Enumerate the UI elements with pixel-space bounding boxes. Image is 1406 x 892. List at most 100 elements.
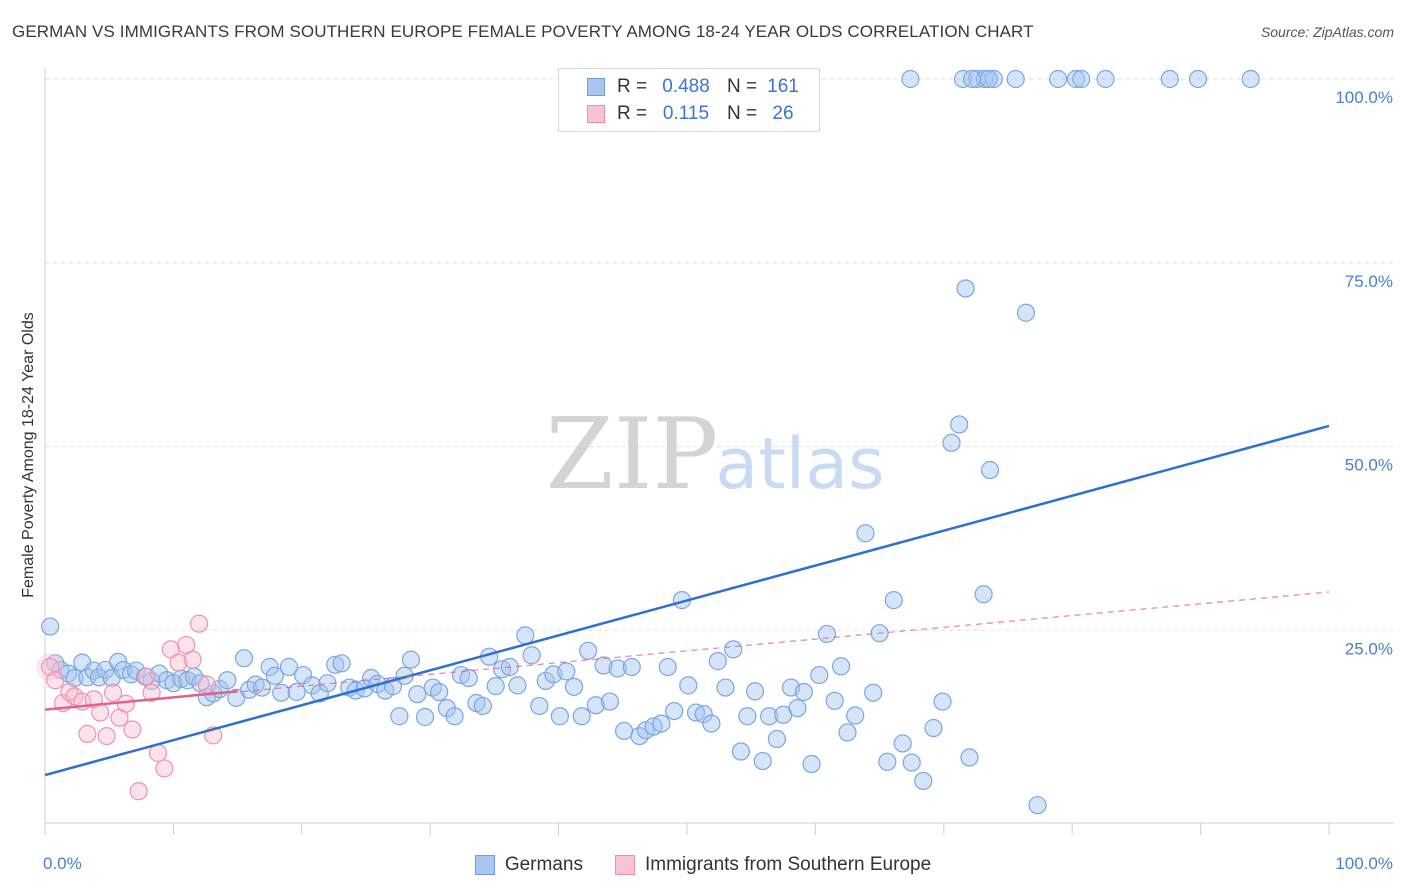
germans-point (265, 666, 284, 685)
legend-swatch-germans (587, 78, 605, 96)
legend-r-label: R = (617, 103, 648, 124)
immigrants-point (103, 683, 123, 702)
legend-row-germans: R = 0.488 N = 161 (587, 74, 803, 100)
immigrants-point (78, 724, 97, 743)
germans-point (738, 707, 757, 726)
watermark-atlas: atlas (715, 423, 884, 505)
germans-point (430, 682, 449, 702)
y-axis-label: Female Poverty Among 18-24 Year Olds (20, 312, 37, 598)
germans-point (1241, 69, 1260, 89)
germans-point (564, 677, 584, 696)
immigrants-point (46, 671, 65, 690)
legend-row-immigrants: R = 0.115 N = 26 (587, 101, 803, 127)
germans-point (924, 718, 943, 738)
immigrants-points (36, 614, 223, 801)
germans-point (287, 682, 306, 702)
germans-point (1188, 69, 1208, 89)
germans-point (817, 624, 837, 644)
legend-swatch-immigrants (614, 855, 635, 875)
germans-point (1016, 303, 1036, 322)
series-legend: Germans Immigrants from Southern Europe (0, 852, 1406, 878)
immigrants-trend-line (44, 690, 238, 711)
immigrants-trend-dashed (44, 591, 1330, 711)
germans-point (234, 649, 254, 668)
germans-point (318, 674, 337, 693)
immigrants-point (116, 694, 135, 713)
immigrants-point-large (36, 653, 65, 681)
germans-point (41, 617, 60, 636)
legend-swatch-immigrants (587, 105, 605, 123)
germans-point (652, 714, 671, 733)
germans-point (980, 460, 1000, 480)
germans-point (731, 742, 751, 761)
immigrants-point (183, 650, 202, 669)
germans-point (794, 682, 813, 702)
immigrants-point (97, 726, 116, 746)
germans-point (1096, 69, 1115, 89)
germans-point (530, 696, 549, 716)
germans-point (708, 652, 727, 671)
germans-point (716, 678, 735, 697)
y-tick-label: 50.0% (1345, 456, 1393, 475)
immigrants-point (169, 653, 188, 672)
trend-lines (44, 424, 1330, 777)
germans-point (984, 69, 1003, 89)
y-tick-label: 100.0% (1335, 88, 1393, 107)
axes (44, 68, 1394, 835)
germans-point (622, 657, 641, 677)
germans-point (89, 668, 109, 687)
germans-point (753, 751, 772, 771)
germans-point (679, 676, 698, 695)
stats-legend: R = 0.488 N = 161 R = 0.115 N = 26 (558, 68, 820, 132)
immigrants-point (189, 614, 209, 633)
germans-point (893, 734, 912, 753)
germans-point (65, 668, 84, 688)
legend-n-value: 26 (772, 103, 794, 124)
y-tick-label: 25.0% (1345, 639, 1393, 658)
legend-n-label: N = (727, 103, 758, 124)
germans-point (825, 691, 844, 710)
germans-point (473, 696, 492, 716)
germans-point (401, 650, 421, 669)
germans-point (686, 703, 706, 722)
germans-point (279, 657, 299, 677)
germans-point (1028, 796, 1047, 815)
germans-point (127, 661, 146, 680)
chart-title: GERMAN VS IMMIGRANTS FROM SOUTHERN EUROP… (12, 22, 1034, 41)
germans-point (1066, 69, 1086, 89)
germans-point (293, 665, 313, 685)
germans-point (956, 279, 975, 298)
germans-point (856, 524, 875, 543)
germans-point (884, 591, 903, 610)
germans-point (831, 657, 851, 676)
legend-r-label: R = (617, 76, 648, 97)
germans-points (41, 69, 1260, 815)
legend-item-immigrants[interactable]: Immigrants from Southern Europe (614, 854, 931, 876)
germans-point (508, 676, 527, 695)
germans-point (979, 69, 998, 89)
germans-point (459, 668, 478, 688)
germans-point (1006, 69, 1025, 89)
germans-trend-line (44, 424, 1330, 777)
germans-point (760, 707, 779, 726)
immigrants-point (129, 782, 148, 801)
germans-point (960, 748, 979, 767)
legend-n-label: N = (727, 76, 758, 97)
germans-point (1072, 69, 1091, 89)
legend-item-germans[interactable]: Germans (474, 854, 583, 876)
germans-point (579, 641, 598, 660)
germans-point (745, 682, 765, 701)
source-label: Source: ZipAtlas.com (1260, 24, 1394, 40)
germans-point (516, 626, 535, 645)
legend-r-value: 0.115 (662, 103, 710, 124)
germans-point (933, 692, 952, 711)
immigrants-point (142, 683, 161, 702)
watermark-zip: ZIP (546, 398, 719, 512)
immigrants-point (197, 675, 216, 694)
germans-point (902, 753, 921, 772)
x-tick-label: 100.0% (1335, 854, 1393, 873)
germans-point (332, 654, 351, 673)
immigrants-point (137, 667, 156, 686)
germans-point (227, 688, 246, 707)
